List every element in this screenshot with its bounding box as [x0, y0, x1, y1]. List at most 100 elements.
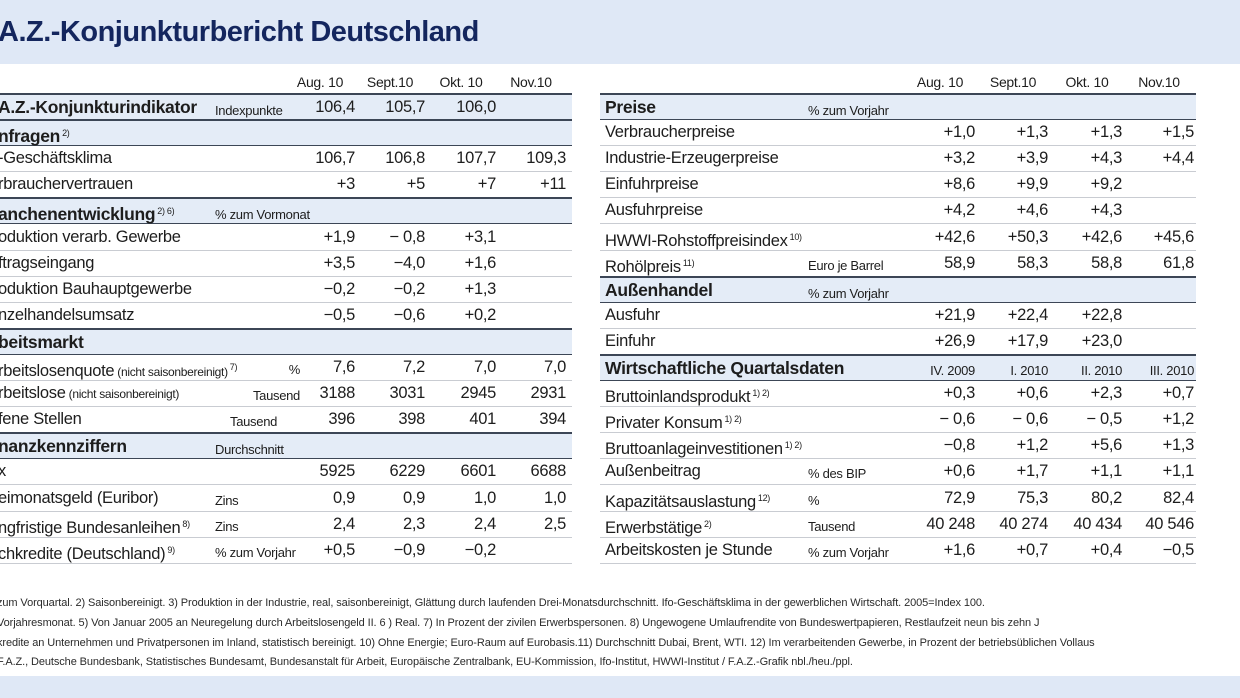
row-value: − 0,8 [389, 227, 425, 246]
row-unit: % zum Vormonat [215, 207, 310, 223]
row-value: 7,0 [543, 358, 566, 376]
row-value: +22,8 [1081, 305, 1123, 324]
row-label-text: oduktion Bauhauptgewerbe [0, 279, 192, 298]
row-value: 58,8 [1091, 253, 1122, 272]
row-label-text: Außenbeitrag [605, 462, 701, 481]
footnote-ref: 2) 6) [157, 206, 175, 217]
row-value: +21,9 [934, 305, 976, 324]
row-label-text: Außenhandel [605, 279, 713, 300]
row-value: 106,4 [315, 98, 355, 116]
row-label-text: Bruttoinlandsprodukt [605, 388, 751, 407]
row-value: +1,6 [464, 253, 497, 272]
row-value: 58,9 [944, 253, 975, 272]
row-value: +1,2 [1162, 410, 1195, 429]
footnote-line: kredite an Unternehmen und Privatpersone… [0, 637, 1095, 649]
table-row: chkredite (Deutschland) 9) % zum Vorjahr +0… [0, 537, 572, 564]
row-value: −0,2 [393, 279, 426, 298]
row-value: +5 [406, 175, 426, 194]
row-value: 80,2 [1091, 488, 1122, 507]
row-label-text: Einfuhr [605, 331, 656, 350]
row-label-text: Kapazitätsauslastung [605, 492, 756, 511]
row-value: 1,0 [473, 488, 496, 507]
table-row: eimonatsgeld (Euribor) Zins 0,9 0,9 1,0 1,0 [0, 485, 572, 512]
row-label: Einfuhrpreise [605, 174, 699, 194]
column-header: Sept.10 [366, 74, 414, 90]
row-value: − 0,5 [1086, 410, 1122, 429]
row-label: Wirtschaftliche Quartalsdaten [605, 358, 844, 378]
row-label: rbeitslose (nicht saisonbereinigt) [0, 383, 179, 404]
row-value: +1,3 [1090, 123, 1123, 142]
row-value: +23,0 [1081, 331, 1123, 350]
row-unit: % zum Vorjahr [808, 544, 889, 560]
row-label-text: rbrauchervertrauen [0, 175, 133, 194]
column-header: Aug. 10 [916, 74, 964, 90]
row-value: +4,4 [1162, 149, 1195, 168]
row-label: Bruttoinlandsprodukt 1) 2) [605, 383, 770, 407]
row-value: 6601 [460, 462, 496, 481]
column-header: Nov.10 [1138, 74, 1180, 90]
footnote-line: zum Vorquartal. 2) Saisonbereinigt. 3) P… [0, 597, 985, 609]
row-value: +5,6 [1090, 436, 1123, 455]
row-label: Industrie-Erzeugerpreise [605, 148, 779, 168]
table-row: A.Z.-Konjunkturindikator Indexpunkte 106,4… [0, 93, 572, 120]
table-row: Ausfuhrpreise +4,2 +4,6 +4,3 [600, 197, 1196, 225]
table-row: Privater Konsum 1) 2) − 0,6 − 0,6 − 0,5 +1,2 [600, 406, 1196, 434]
table-row: -Geschäftsklima 106,7 106,8 107,7 109,3 [0, 145, 572, 173]
row-value: +42,6 [934, 227, 976, 246]
table-row: oduktion Bauhauptgewerbe −0,2 −0,2 +1,3 [0, 276, 572, 303]
section-header: nanzkennziffern Durchschnitt [0, 432, 572, 460]
table-row: Industrie-Erzeugerpreise +3,2 +3,9 +4,3 +4,4 [600, 145, 1196, 173]
row-label: nzelhandelsumsatz [0, 305, 134, 325]
row-value: +0,6 [943, 462, 976, 481]
row-value: −0,2 [464, 540, 497, 559]
footnote-ref: 1) 2) [724, 414, 742, 425]
row-value: 7,0 [473, 358, 496, 376]
right-indicator-table: Aug. 10 Sept.10 Okt. 10 Nov.10 Preise % zum V… [600, 66, 1196, 586]
row-label: nanzkennziffern [0, 436, 127, 456]
row-value: +1,0 [943, 123, 976, 142]
row-value: −0,9 [393, 540, 426, 559]
table-row: Rohölpreis 11) Euro je Barrel 58,9 58,3 58,8 6… [600, 250, 1196, 277]
row-label-text: eimonatsgeld (Euribor) [0, 488, 159, 507]
row-unit: Tausend [808, 518, 856, 534]
footnote-ref: 9) [167, 544, 175, 555]
row-label-text: rbeitslose [0, 384, 66, 403]
row-value: +1,3 [464, 279, 497, 298]
row-value: 82,4 [1163, 488, 1194, 507]
column-header: Aug. 10 [296, 74, 344, 90]
left-indicator-table: Aug. 10 Sept.10 Okt. 10 Nov.10 A.Z.-Konjunkt… [0, 66, 572, 586]
column-header: Nov.10 [510, 74, 552, 90]
row-value: +3,2 [943, 149, 976, 168]
row-label-text: nzelhandelsumsatz [0, 305, 135, 324]
footnote-line: F.A.Z., Deutsche Bundesbank, Statistisch… [0, 656, 853, 668]
row-value: +7 [477, 175, 497, 194]
row-value: 0,9 [402, 488, 425, 507]
row-label: Außenbeitrag [605, 461, 701, 481]
row-label: Rohölpreis 11) [605, 253, 695, 277]
footnote-ref: 7) [229, 362, 238, 372]
row-label: x [0, 461, 6, 481]
row-value: +9,9 [1016, 175, 1049, 194]
row-value: +1,6 [943, 540, 976, 559]
row-value: 107,7 [456, 149, 496, 168]
row-label: Einfuhr [605, 331, 655, 351]
row-value: 5925 [319, 462, 355, 481]
table-row: rbrauchervertrauen +3 +5 +7 +11 [0, 171, 572, 199]
table-row: nzelhandelsumsatz −0,5 −0,6 +0,2 [0, 302, 572, 329]
row-label-text: anchenentwicklung [0, 204, 156, 225]
row-label-text: Verbraucherpreise [605, 123, 735, 142]
table-row: Ausfuhr +21,9 +22,4 +22,8 [600, 302, 1196, 329]
section-header: anchenentwicklung 2) 6) % zum Vormonat [0, 197, 572, 225]
column-header: Sept.10 [989, 74, 1037, 90]
row-value: +11 [540, 175, 566, 194]
section-header: nfragen 2) [0, 119, 572, 147]
row-value: +0,3 [943, 384, 976, 403]
row-label-text: Ausfuhrpreise [605, 201, 703, 220]
table-row: Verbraucherpreise +1,0 +1,3 +1,3 +1,5 [600, 119, 1196, 147]
row-value: +1,1 [1090, 462, 1123, 481]
row-unit: % zum Vorjahr [808, 103, 889, 118]
row-value: 106,8 [385, 149, 425, 168]
row-label-text: Arbeitskosten je Stunde [605, 540, 773, 559]
footnote-ref: 8) [182, 518, 190, 529]
row-value: +1,5 [1162, 123, 1195, 142]
